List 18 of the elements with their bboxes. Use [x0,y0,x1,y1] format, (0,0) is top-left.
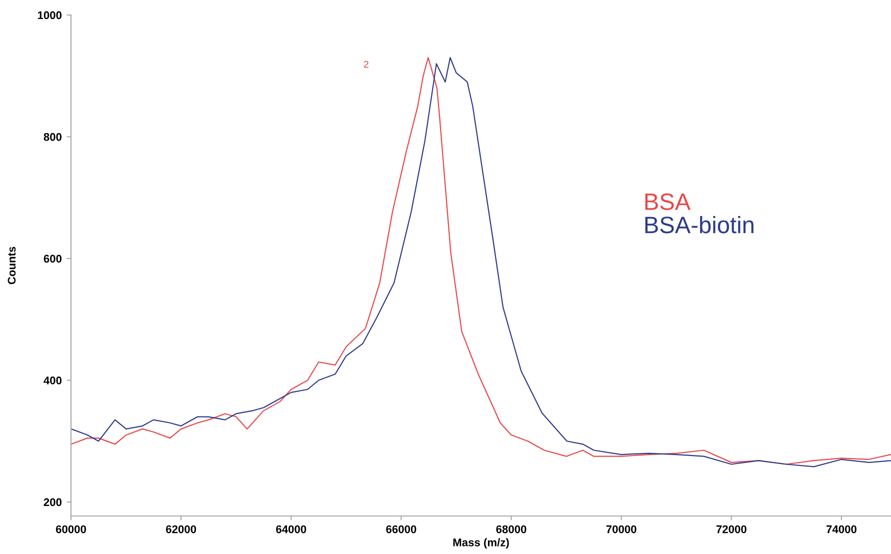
y-tick-label: 800 [44,133,62,141]
text: BSA-biotin [645,216,754,234]
annotation: 2 [364,60,368,68]
text: BSA [645,193,691,210]
x-tick-label: 70000 [606,525,636,534]
y-axis-title: Counts [8,246,16,284]
x-tick-label: 74000 [826,525,856,534]
y-tick-label: 1000 [38,11,62,20]
x-tick-label: 60000 [56,525,86,534]
x-tick-label: 66000 [386,525,416,534]
y-tick-label: 400 [44,376,62,384]
x-tick-label: 64000 [276,525,306,534]
x-tick-label: 68000 [496,525,526,534]
y-tick-label: 200 [44,498,62,506]
x-axis-title: Mass (m/z) [453,538,509,549]
x-tick-label: 72000 [716,525,746,534]
x-tick-label: 62000 [166,525,196,534]
y-tick-label: 600 [44,254,62,263]
